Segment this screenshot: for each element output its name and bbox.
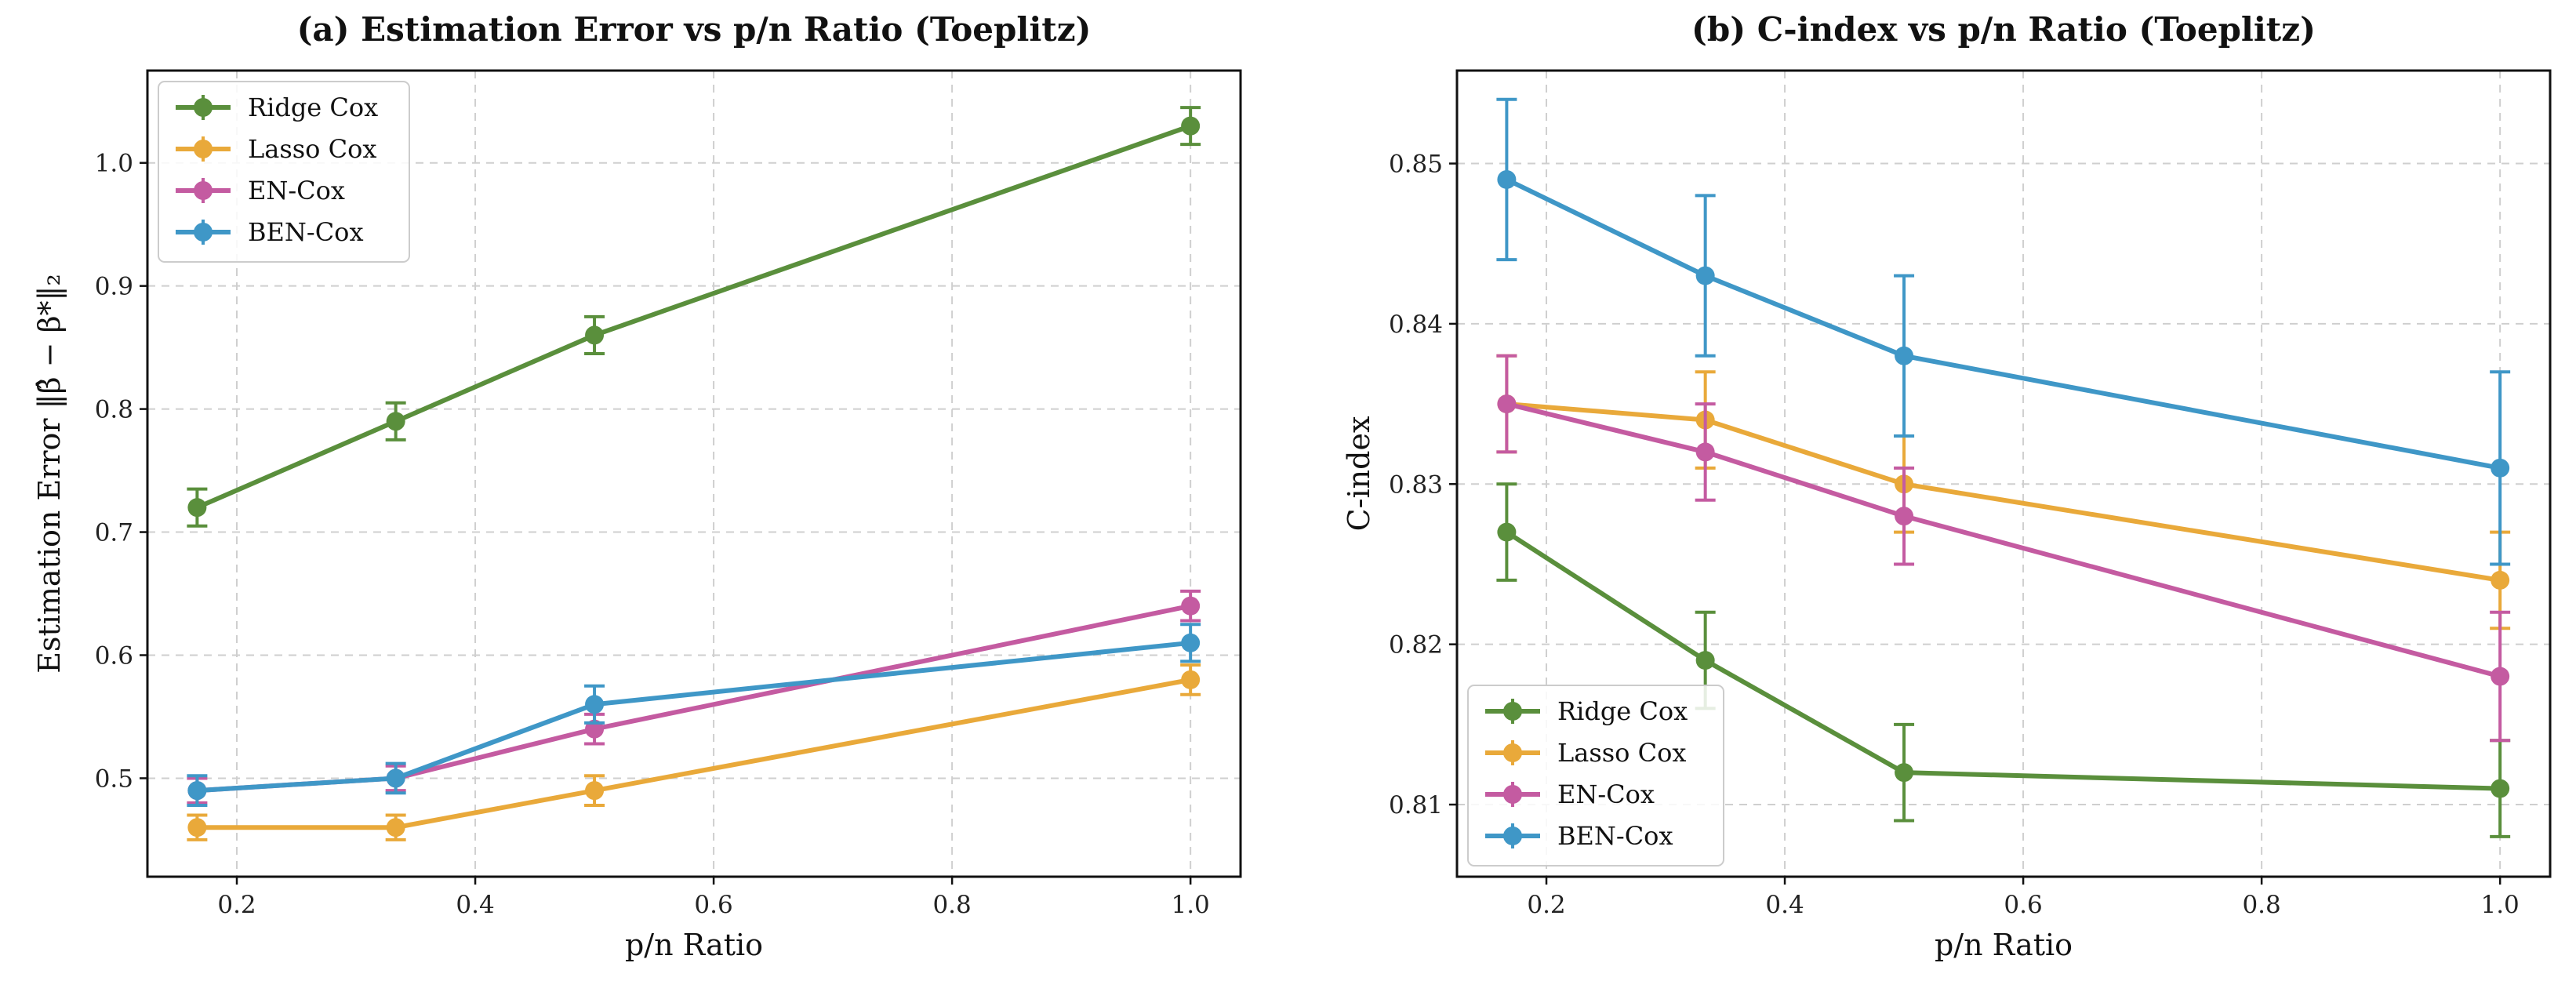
data-point bbox=[2491, 458, 2510, 478]
data-point bbox=[585, 325, 605, 345]
series-lasso-cox bbox=[1496, 354, 2511, 630]
data-point bbox=[2491, 779, 2510, 798]
y-tick-label: 0.5 bbox=[95, 765, 133, 793]
x-tick-label: 0.2 bbox=[1527, 891, 1565, 919]
chart-title: (a) Estimation Error vs p/n Ratio (Toepl… bbox=[297, 10, 1092, 49]
y-axis-label: Estimation Error ‖β̂ − β*‖₂ bbox=[32, 274, 67, 674]
x-tick-label: 0.4 bbox=[1765, 891, 1804, 919]
series-line bbox=[1506, 401, 2501, 679]
series-ben-cox bbox=[1496, 97, 2511, 566]
data-point bbox=[1895, 763, 1914, 783]
legend-label: BEN-Cox bbox=[248, 217, 363, 247]
data-point bbox=[1181, 633, 1201, 652]
data-point bbox=[1895, 507, 1914, 526]
axes-frame bbox=[146, 69, 1242, 878]
data-point bbox=[585, 781, 605, 801]
legend-swatch-marker bbox=[194, 140, 213, 158]
y-tick-label: 0.7 bbox=[95, 519, 133, 547]
x-tick-label: 1.0 bbox=[1171, 891, 1209, 919]
y-tick-label: 0.81 bbox=[1389, 791, 1443, 819]
axes-frame bbox=[1455, 69, 2552, 878]
legend-label: Lasso Cox bbox=[248, 134, 376, 164]
x-axis-label: p/n Ratio bbox=[625, 928, 763, 962]
data-point bbox=[1181, 116, 1201, 136]
series-ridge-cox bbox=[187, 106, 1201, 528]
y-tick-label: 0.85 bbox=[1389, 151, 1443, 179]
data-point bbox=[1695, 651, 1715, 670]
series-line bbox=[1505, 530, 2501, 791]
data-point bbox=[585, 695, 605, 714]
data-point bbox=[1695, 266, 1715, 285]
x-tick-label: 0.4 bbox=[456, 891, 494, 919]
legend-label: EN-Cox bbox=[1557, 779, 1655, 809]
series-line bbox=[1506, 177, 2501, 471]
data-point bbox=[2491, 667, 2510, 686]
series-ben-cox bbox=[187, 623, 1201, 807]
y-tick-label: 0.83 bbox=[1389, 471, 1443, 499]
x-tick-label: 1.0 bbox=[2480, 891, 2519, 919]
y-tick-label: 0.9 bbox=[95, 273, 133, 301]
legend-swatch-marker bbox=[1503, 702, 1522, 721]
legend-swatch-marker bbox=[1503, 743, 1522, 762]
data-point bbox=[1895, 346, 1914, 365]
data-point bbox=[2491, 570, 2510, 590]
data-point bbox=[187, 818, 207, 837]
y-tick-label: 0.8 bbox=[95, 396, 133, 424]
y-tick-label: 0.84 bbox=[1389, 311, 1443, 339]
x-tick-label: 0.6 bbox=[2004, 891, 2042, 919]
legend-swatch-marker bbox=[1503, 827, 1522, 845]
legend: Ridge Cox Lasso Cox EN-Cox BEN-Cox bbox=[158, 81, 410, 263]
series-line bbox=[197, 603, 1191, 794]
legend-swatch-marker bbox=[194, 181, 213, 200]
series-line bbox=[1506, 401, 2501, 583]
data-point bbox=[1181, 670, 1201, 689]
legend: Ridge Cox Lasso Cox EN-Cox BEN-Cox bbox=[1467, 685, 1724, 867]
panel-estimation-error: 0.2 0.4 0.6 0.8 1.0 0.5 0.6 0.7 0.8 0.9 1.0 (a) Est… bbox=[32, 10, 1242, 962]
x-tick-label: 0.2 bbox=[217, 891, 256, 919]
data-point bbox=[386, 412, 405, 431]
x-tick-label: 0.8 bbox=[932, 891, 971, 919]
legend-swatch-marker bbox=[194, 223, 213, 242]
series-lasso-cox bbox=[187, 663, 1201, 841]
panel-c-index: 0.2 0.4 0.6 0.8 1.0 0.81 0.82 0.83 0.84 0.85 (b) C… bbox=[1342, 10, 2552, 962]
data-point bbox=[187, 781, 207, 801]
data-point bbox=[1695, 442, 1715, 462]
legend-label: BEN-Cox bbox=[1557, 821, 1673, 851]
x-axis-label: p/n Ratio bbox=[1935, 928, 2073, 962]
legend-box bbox=[1467, 685, 1724, 867]
data-point bbox=[1497, 522, 1517, 542]
legend-label: EN-Cox bbox=[248, 176, 345, 205]
y-axis-label: C-index bbox=[1342, 416, 1376, 532]
legend-swatch-marker bbox=[194, 98, 213, 117]
series-line bbox=[196, 123, 1192, 510]
data-point bbox=[187, 498, 207, 518]
legend-label: Ridge Cox bbox=[248, 93, 378, 122]
series-en-cox bbox=[1496, 354, 2511, 743]
y-tick-label: 1.0 bbox=[95, 150, 133, 178]
data-point bbox=[1497, 394, 1517, 414]
x-tick-label: 0.8 bbox=[2242, 891, 2280, 919]
legend-label: Ridge Cox bbox=[1557, 696, 1688, 726]
data-point bbox=[1497, 169, 1517, 189]
y-tick-label: 0.6 bbox=[95, 641, 133, 670]
y-tick-label: 0.82 bbox=[1389, 631, 1443, 659]
series-line bbox=[197, 677, 1191, 830]
chart-title: (b) C-index vs p/n Ratio (Toeplitz) bbox=[1691, 10, 2316, 49]
data-point bbox=[386, 768, 405, 788]
data-point bbox=[386, 818, 405, 837]
legend-swatch-marker bbox=[1503, 785, 1522, 804]
x-tick-label: 0.6 bbox=[694, 891, 732, 919]
data-point bbox=[1181, 596, 1201, 616]
legend-label: Lasso Cox bbox=[1557, 738, 1686, 768]
series-line bbox=[197, 640, 1191, 794]
legend-box bbox=[158, 81, 410, 263]
